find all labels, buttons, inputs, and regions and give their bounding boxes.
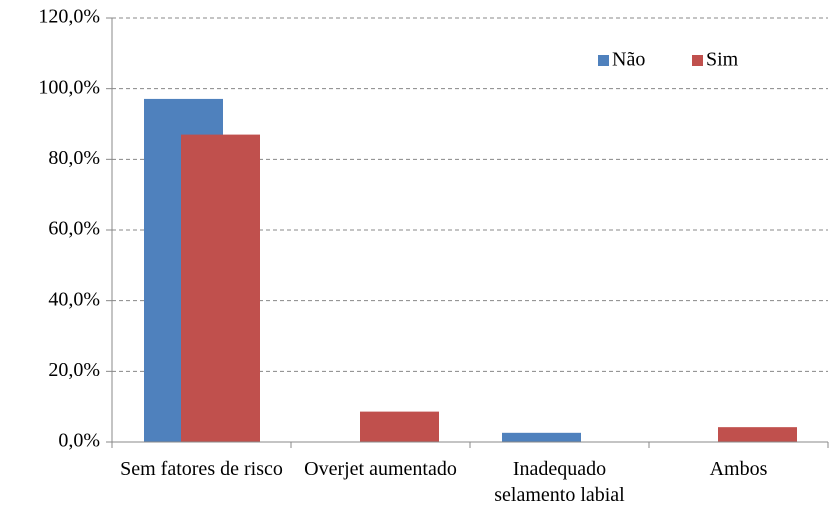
y-tick-label: 0,0% xyxy=(58,430,100,452)
y-tick-label: 120,0% xyxy=(38,6,100,28)
y-tick-label: 60,0% xyxy=(48,218,100,240)
y-tick-label: 100,0% xyxy=(38,76,100,98)
legend-swatch xyxy=(692,55,703,66)
x-tick-label: Ambos xyxy=(709,458,768,480)
legend-label: Sim xyxy=(706,49,739,71)
y-tick-label: 20,0% xyxy=(48,359,100,381)
bar xyxy=(718,427,797,442)
x-tick-label: Sem fatores de risco xyxy=(120,458,283,480)
bar xyxy=(360,411,439,442)
legend-label: Não xyxy=(612,49,645,71)
legend-swatch xyxy=(598,55,609,66)
bar xyxy=(181,134,260,442)
bar xyxy=(502,432,581,442)
y-tick-label: 40,0% xyxy=(48,288,100,310)
y-tick-label: 80,0% xyxy=(48,147,100,169)
x-tick-label: Overjet aumentado xyxy=(304,458,457,480)
x-tick-label: Inadequado selamento labial xyxy=(494,458,625,506)
